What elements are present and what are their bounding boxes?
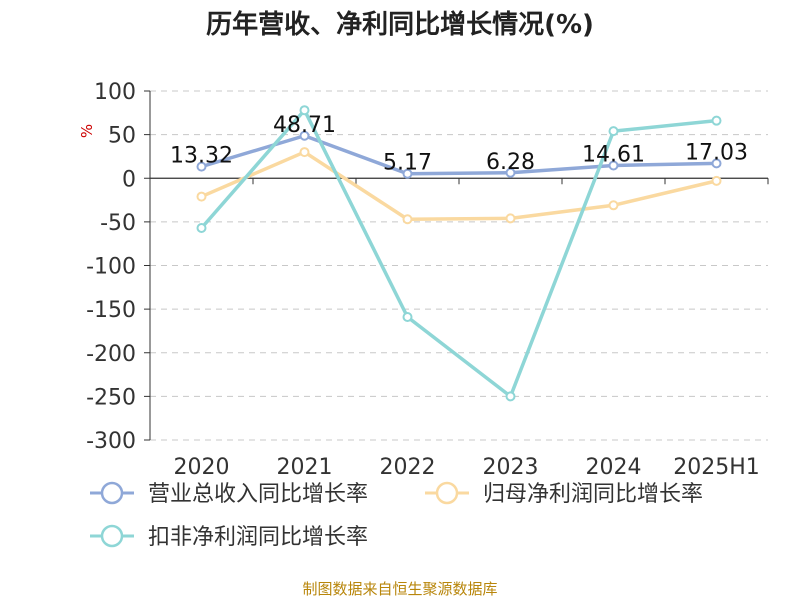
x-tick-label: 2024 — [586, 455, 642, 480]
data-point — [299, 147, 310, 158]
data-point — [402, 214, 413, 225]
data-point — [505, 167, 516, 178]
data-label: 48.71 — [273, 113, 336, 138]
chart-title: 历年营收、净利同比增长情况(%) — [206, 9, 594, 40]
data-point — [608, 126, 619, 137]
data-point — [196, 161, 207, 172]
data-point — [711, 175, 722, 186]
data-label: 13.32 — [170, 144, 233, 169]
data-labels: 13.32 48.71 5.17 6.28 14.61 17.03 — [170, 113, 748, 176]
x-tick-label: 2022 — [380, 455, 436, 480]
axes: 100 50 0 -50 -100 -150 -200 -250 -300 2020 2021 202… — [86, 80, 769, 480]
x-tick-label: 2025H1 — [673, 455, 760, 480]
legend-label: 归母净利润同比增长率 — [483, 482, 703, 507]
data-point — [711, 115, 722, 126]
data-label: 6.28 — [486, 150, 535, 175]
data-point — [711, 158, 722, 169]
data-point — [299, 130, 310, 141]
series-line-2 — [200, 150, 717, 222]
data-label: 17.03 — [685, 140, 748, 165]
data-point — [402, 168, 413, 179]
y-tick-label: -250 — [86, 385, 136, 410]
y-tick-label: -150 — [86, 298, 136, 323]
legend-label: 营业总收入同比增长率 — [148, 482, 368, 507]
legend-marker — [435, 481, 459, 505]
series-line-3 — [200, 108, 717, 399]
series-line-1 — [200, 134, 717, 176]
data-point — [299, 105, 310, 116]
data-point — [505, 391, 516, 402]
y-tick-label: 50 — [108, 124, 136, 149]
data-point — [196, 222, 207, 233]
y-tick-label: -50 — [100, 211, 136, 236]
y-tick-label: -100 — [86, 255, 136, 280]
y-tick-label: 0 — [122, 167, 136, 192]
data-label: 5.17 — [383, 151, 432, 176]
y-tick-label: -200 — [86, 342, 136, 367]
data-label: 14.61 — [582, 143, 645, 168]
y-tick-label: -300 — [86, 429, 136, 454]
data-point — [505, 213, 516, 224]
legend-marker — [100, 481, 124, 505]
series-lines — [196, 105, 722, 402]
x-tick-label: 2023 — [483, 455, 539, 480]
data-point — [608, 200, 619, 211]
y-axis-unit: % — [78, 124, 96, 138]
data-point — [402, 311, 413, 322]
data-point — [196, 191, 207, 202]
x-tick-label: 2020 — [174, 455, 230, 480]
grid-lines — [150, 90, 768, 441]
y-tick-label: 100 — [94, 80, 136, 105]
x-tick-label: 2021 — [277, 455, 333, 480]
data-point — [608, 160, 619, 171]
source-note: 制图数据来自恒生聚源数据库 — [302, 580, 497, 598]
legend-marker — [100, 524, 124, 548]
legend-label: 扣非净利润同比增长率 — [148, 525, 368, 550]
